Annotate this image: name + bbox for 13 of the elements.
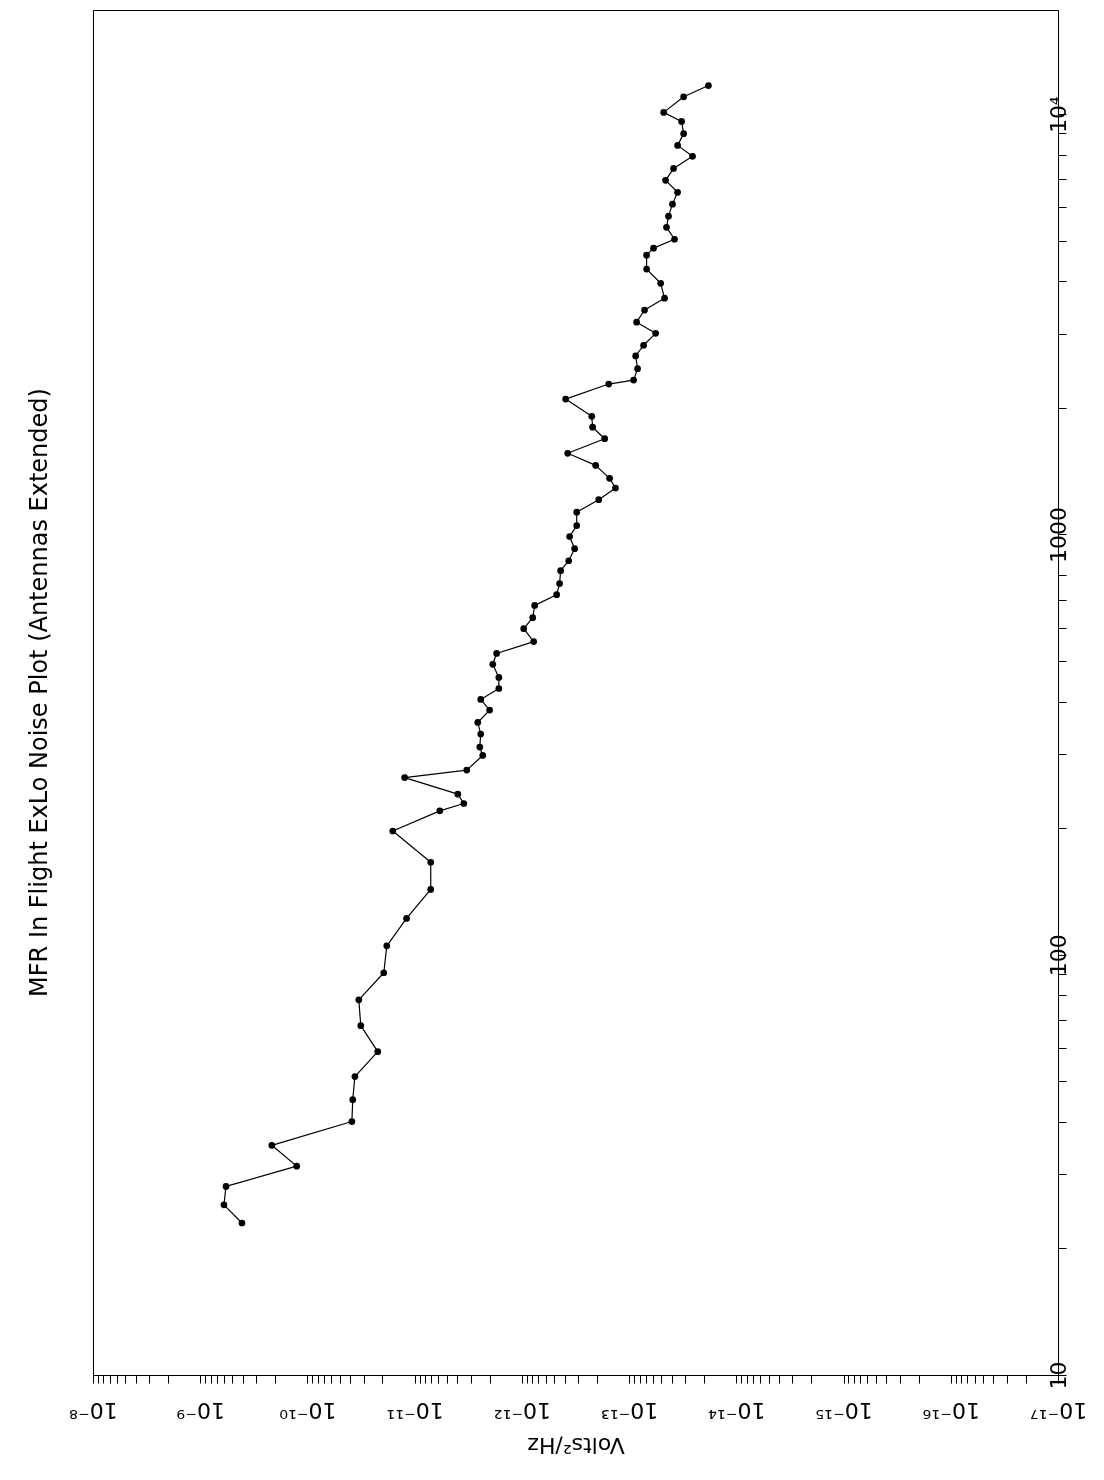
x-tick-label: 10⁻⁸ (69, 1397, 118, 1423)
x-axis-title: Volts²/Hz (527, 1432, 625, 1458)
text: MFR In Flight ExLo Noise Plot (Antennas Extended) (25, 388, 53, 997)
x-tick-label: 10⁻¹⁵ (815, 1397, 873, 1423)
x-tick-label: 10⁻¹³ (600, 1397, 659, 1423)
x-tick-label: 10⁻¹⁴ (708, 1397, 766, 1423)
x-tick-label: 10⁻¹¹ (386, 1397, 444, 1423)
x-tick-label: 10⁻⁹ (176, 1397, 225, 1423)
x-tick-label: 10⁻¹² (493, 1397, 552, 1423)
x-tick-label: 10⁻¹⁰ (279, 1397, 337, 1423)
y-tick-label: 10 (1045, 1361, 1071, 1390)
x-tick-label: 10⁻¹⁷ (1029, 1397, 1088, 1423)
x-tick-label: 10⁻¹⁶ (922, 1397, 980, 1423)
